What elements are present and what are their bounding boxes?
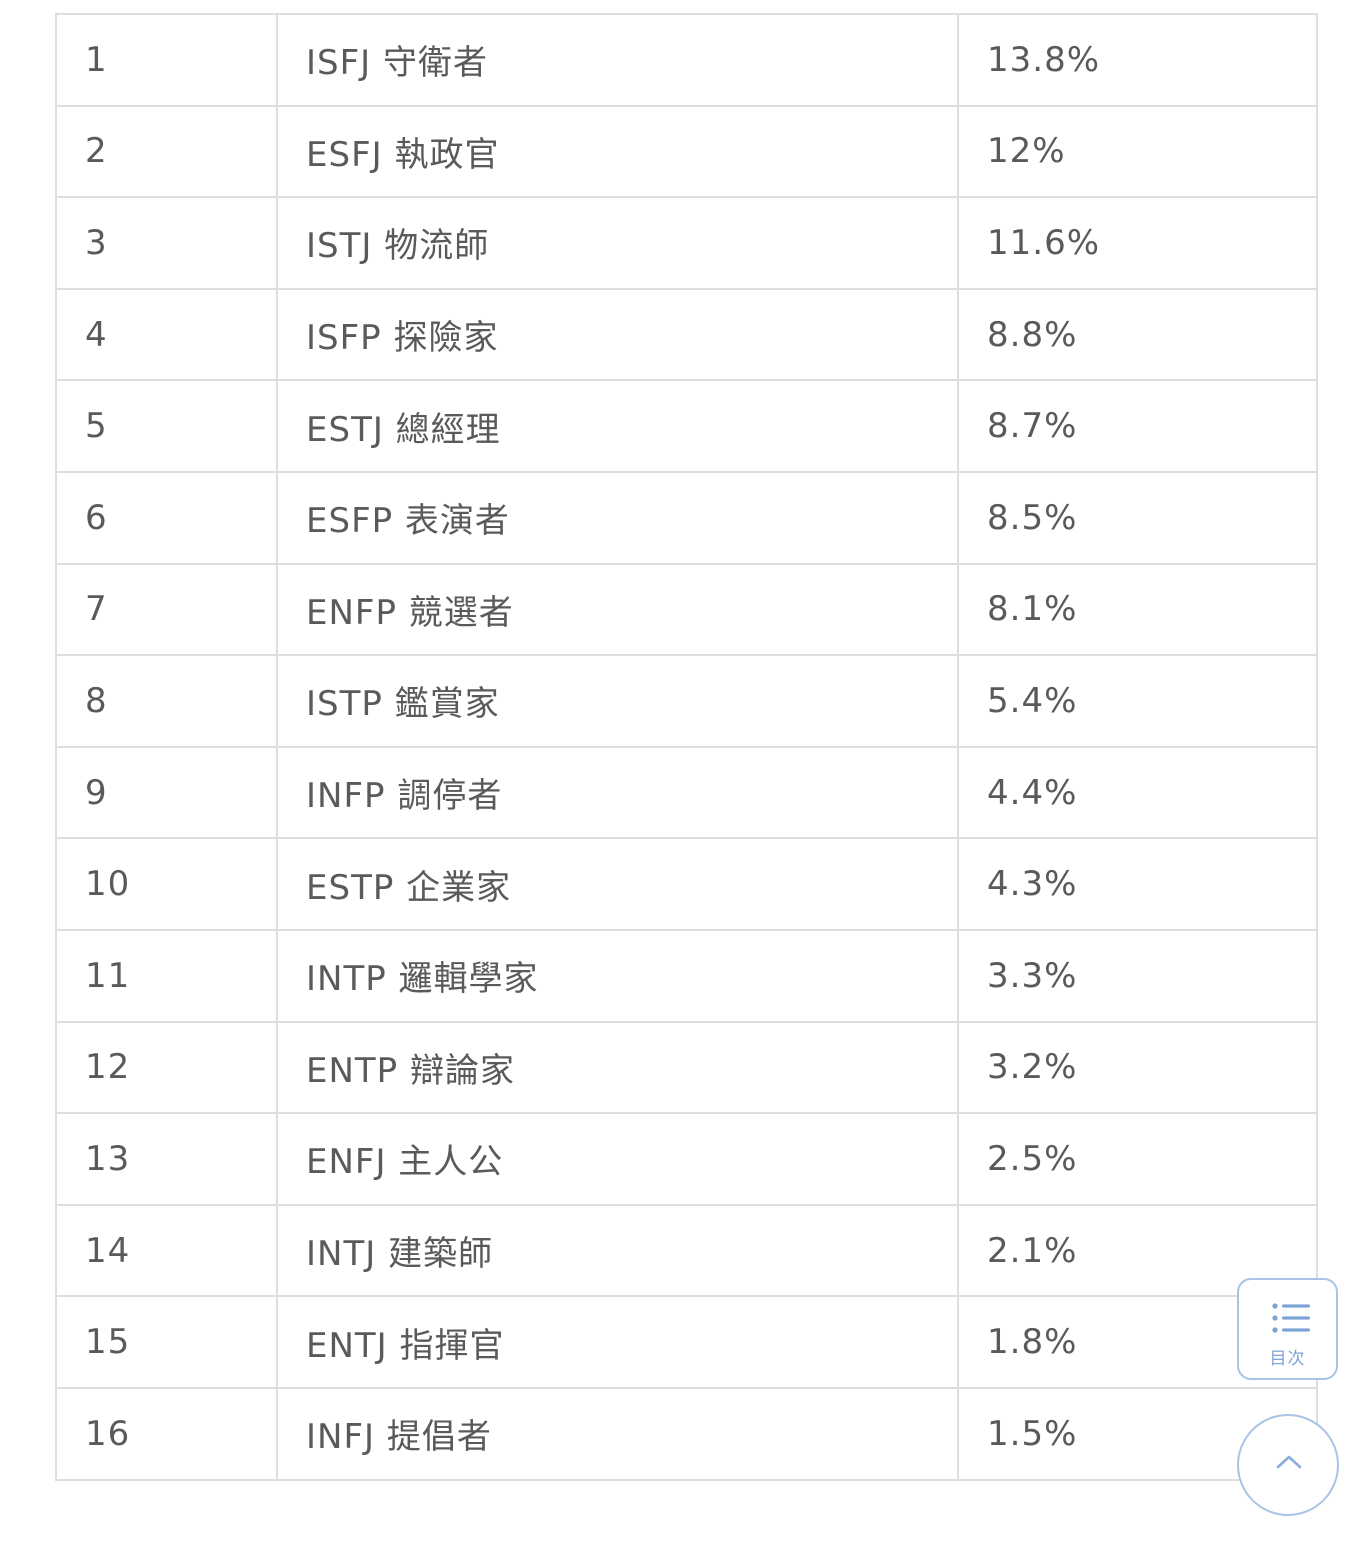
table-row: 10 ESTP 企業家 4.3% — [55, 837, 1318, 931]
table-body: 1 ISFJ 守衛者 13.8% 2 ESFJ 執政官 12% 3 ISTJ 物… — [55, 13, 1318, 1481]
mbti-ranking-table-container: 1 ISFJ 守衛者 13.8% 2 ESFJ 執政官 12% 3 ISTJ 物… — [55, 13, 1318, 1481]
table-row: 4 ISFP 探險家 8.8% — [55, 287, 1318, 382]
table-row: 13 ENFJ 主人公 2.5% — [55, 1112, 1318, 1206]
percent-cell: 11.6% — [957, 196, 1318, 290]
rank-cell: 11 — [55, 928, 278, 1023]
percent-cell: 8.7% — [957, 379, 1318, 473]
type-cell: ENFJ 主人公 — [276, 1112, 959, 1206]
table-of-contents-button[interactable]: 目次 — [1237, 1278, 1338, 1380]
rank-cell: 1 — [55, 13, 278, 107]
rank-cell: 6 — [55, 470, 278, 565]
table-row: 5 ESTJ 總經理 8.7% — [55, 379, 1318, 473]
rank-cell: 9 — [55, 745, 278, 840]
mbti-ranking-table: 1 ISFJ 守衛者 13.8% 2 ESFJ 執政官 12% 3 ISTJ 物… — [55, 13, 1318, 1481]
table-row: 2 ESFJ 執政官 12% — [55, 104, 1318, 199]
rank-cell: 12 — [55, 1020, 278, 1115]
type-cell: ESTJ 總經理 — [276, 379, 959, 473]
table-row: 16 INFJ 提倡者 1.5% — [55, 1386, 1318, 1481]
table-row: 1 ISFJ 守衛者 13.8% — [55, 13, 1318, 107]
type-cell: ENTJ 指揮官 — [276, 1295, 959, 1389]
type-cell: INFJ 提倡者 — [276, 1386, 959, 1481]
percent-cell: 8.5% — [957, 470, 1318, 565]
percent-cell: 12% — [957, 104, 1318, 199]
type-cell: ISFP 探險家 — [276, 287, 959, 382]
rank-cell: 7 — [55, 562, 278, 657]
percent-cell: 3.2% — [957, 1020, 1318, 1115]
percent-cell: 2.5% — [957, 1112, 1318, 1206]
type-cell: ESFP 表演者 — [276, 470, 959, 565]
table-row: 15 ENTJ 指揮官 1.8% — [55, 1295, 1318, 1389]
rank-cell: 2 — [55, 104, 278, 199]
type-cell: ESTP 企業家 — [276, 837, 959, 931]
table-row: 9 INFP 調停者 4.4% — [55, 745, 1318, 840]
table-row: 8 ISTP 鑑賞家 5.4% — [55, 654, 1318, 748]
toc-label: 目次 — [1269, 1349, 1306, 1369]
type-cell: ENTP 辯論家 — [276, 1020, 959, 1115]
percent-cell: 4.3% — [957, 837, 1318, 931]
table-row: 3 ISTJ 物流師 11.6% — [55, 196, 1318, 290]
list-icon — [1272, 1303, 1310, 1333]
chevron-up-icon — [1276, 1455, 1302, 1469]
rank-cell: 16 — [55, 1386, 278, 1481]
type-cell: ISTP 鑑賞家 — [276, 654, 959, 748]
type-cell: ISTJ 物流師 — [276, 196, 959, 290]
percent-cell: 13.8% — [957, 13, 1318, 107]
table-row: 14 INTJ 建築師 2.1% — [55, 1203, 1318, 1298]
rank-cell: 4 — [55, 287, 278, 382]
table-row: 7 ENFP 競選者 8.1% — [55, 562, 1318, 657]
type-cell: ISFJ 守衛者 — [276, 13, 959, 107]
table-row: 11 INTP 邏輯學家 3.3% — [55, 928, 1318, 1023]
type-cell: INFP 調停者 — [276, 745, 959, 840]
table-row: 6 ESFP 表演者 8.5% — [55, 470, 1318, 565]
rank-cell: 13 — [55, 1112, 278, 1206]
percent-cell: 8.8% — [957, 287, 1318, 382]
scroll-to-top-button[interactable] — [1237, 1414, 1339, 1516]
rank-cell: 14 — [55, 1203, 278, 1298]
type-cell: INTJ 建築師 — [276, 1203, 959, 1298]
rank-cell: 15 — [55, 1295, 278, 1389]
percent-cell: 5.4% — [957, 654, 1318, 748]
type-cell: ESFJ 執政官 — [276, 104, 959, 199]
percent-cell: 3.3% — [957, 928, 1318, 1023]
rank-cell: 5 — [55, 379, 278, 473]
rank-cell: 3 — [55, 196, 278, 290]
table-row: 12 ENTP 辯論家 3.2% — [55, 1020, 1318, 1115]
rank-cell: 8 — [55, 654, 278, 748]
percent-cell: 8.1% — [957, 562, 1318, 657]
type-cell: ENFP 競選者 — [276, 562, 959, 657]
percent-cell: 4.4% — [957, 745, 1318, 840]
rank-cell: 10 — [55, 837, 278, 931]
type-cell: INTP 邏輯學家 — [276, 928, 959, 1023]
